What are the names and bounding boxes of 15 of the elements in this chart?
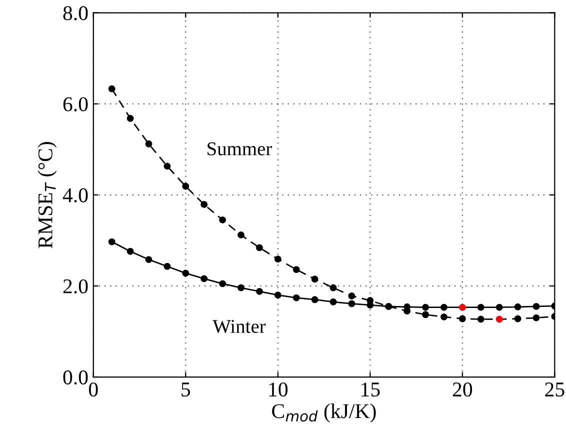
series-label: Winter bbox=[212, 320, 266, 334]
x-tick-label: 15 bbox=[362, 382, 380, 397]
x-tick-label: 10 bbox=[269, 382, 288, 397]
y-tick-label: 4.0 bbox=[62, 188, 88, 202]
y-tick-label: 2.0 bbox=[63, 279, 88, 294]
x-tick-label: 20 bbox=[452, 382, 472, 397]
y-tick-label: 8.0 bbox=[63, 6, 88, 20]
y-tick-label: 6.0 bbox=[63, 97, 88, 112]
y-tick-label: 0.0 bbox=[63, 370, 88, 385]
x-tick-label: 0 bbox=[88, 382, 98, 397]
x-tick-label: 5 bbox=[182, 382, 190, 397]
x-axis-title: C$_{mod}$ (kJ/K) bbox=[272, 404, 376, 422]
series-label: Summer bbox=[208, 142, 272, 156]
x-tick-label: 25 bbox=[545, 382, 564, 397]
y-axis-title: RMSE$_{T}$ (°C) bbox=[38, 142, 57, 248]
